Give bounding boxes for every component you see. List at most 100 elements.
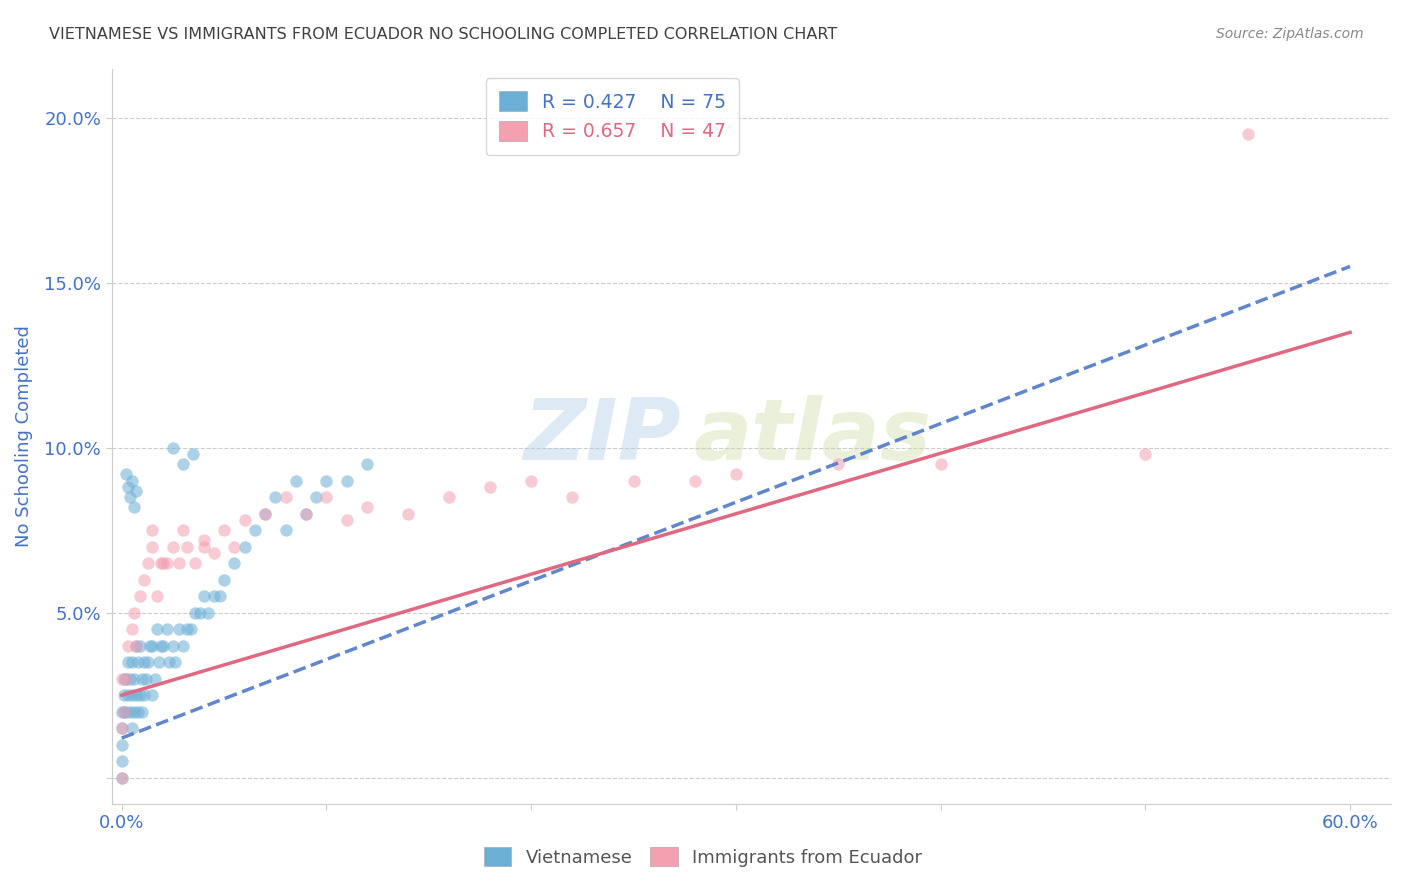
Point bbox=[284, 474, 307, 488]
Point bbox=[356, 500, 378, 515]
Point bbox=[122, 606, 145, 620]
Point bbox=[145, 589, 167, 603]
Point bbox=[202, 546, 225, 560]
Point bbox=[162, 540, 184, 554]
Point bbox=[208, 589, 231, 603]
Point bbox=[111, 721, 134, 735]
Point bbox=[183, 447, 205, 461]
Point bbox=[233, 513, 256, 527]
Point bbox=[122, 705, 145, 719]
Point bbox=[212, 523, 235, 537]
Point bbox=[156, 556, 179, 570]
Point bbox=[479, 480, 502, 494]
Point bbox=[122, 672, 145, 686]
Point bbox=[141, 540, 163, 554]
Point bbox=[131, 705, 153, 719]
Point bbox=[157, 655, 180, 669]
Point bbox=[121, 622, 143, 636]
Point bbox=[125, 639, 148, 653]
Point bbox=[1135, 447, 1157, 461]
Legend: R = 0.427    N = 75, R = 0.657    N = 47: R = 0.427 N = 75, R = 0.657 N = 47 bbox=[485, 78, 740, 154]
Y-axis label: No Schooling Completed: No Schooling Completed bbox=[15, 326, 32, 547]
Point bbox=[274, 490, 297, 504]
Point bbox=[121, 655, 143, 669]
Point bbox=[184, 556, 207, 570]
Point bbox=[176, 622, 198, 636]
Point bbox=[134, 688, 156, 702]
Point bbox=[125, 688, 148, 702]
Text: atlas: atlas bbox=[693, 395, 932, 478]
Text: VIETNAMESE VS IMMIGRANTS FROM ECUADOR NO SCHOOLING COMPLETED CORRELATION CHART: VIETNAMESE VS IMMIGRANTS FROM ECUADOR NO… bbox=[49, 27, 838, 42]
Point bbox=[162, 639, 184, 653]
Point bbox=[188, 606, 211, 620]
Point bbox=[561, 490, 583, 504]
Point bbox=[145, 622, 167, 636]
Point bbox=[264, 490, 287, 504]
Point bbox=[112, 705, 135, 719]
Point bbox=[193, 589, 215, 603]
Point bbox=[184, 606, 207, 620]
Point bbox=[163, 655, 186, 669]
Point bbox=[117, 639, 139, 653]
Point bbox=[115, 672, 138, 686]
Point bbox=[520, 474, 543, 488]
Point bbox=[111, 771, 134, 785]
Point bbox=[274, 523, 297, 537]
Point bbox=[121, 721, 143, 735]
Point bbox=[172, 523, 194, 537]
Point bbox=[127, 705, 149, 719]
Point bbox=[125, 483, 148, 498]
Point bbox=[121, 688, 143, 702]
Point bbox=[356, 457, 378, 471]
Point bbox=[172, 639, 194, 653]
Point bbox=[111, 738, 134, 752]
Point bbox=[122, 500, 145, 515]
Point bbox=[111, 705, 134, 719]
Point bbox=[115, 467, 138, 482]
Point bbox=[254, 507, 277, 521]
Point bbox=[295, 507, 318, 521]
Point bbox=[683, 474, 706, 488]
Point bbox=[111, 771, 134, 785]
Point bbox=[134, 655, 156, 669]
Point bbox=[180, 622, 202, 636]
Point bbox=[315, 474, 337, 488]
Point bbox=[112, 672, 135, 686]
Point bbox=[148, 655, 170, 669]
Point bbox=[138, 655, 160, 669]
Point bbox=[134, 573, 156, 587]
Point bbox=[112, 688, 135, 702]
Point bbox=[224, 556, 246, 570]
Point bbox=[193, 533, 215, 548]
Point bbox=[117, 655, 139, 669]
Point bbox=[149, 556, 172, 570]
Point bbox=[167, 556, 190, 570]
Point bbox=[115, 672, 138, 686]
Point bbox=[129, 688, 152, 702]
Point bbox=[152, 556, 174, 570]
Point bbox=[202, 589, 225, 603]
Point bbox=[111, 672, 134, 686]
Point bbox=[243, 523, 266, 537]
Point bbox=[129, 639, 152, 653]
Point bbox=[336, 474, 359, 488]
Point bbox=[121, 474, 143, 488]
Point bbox=[254, 507, 277, 521]
Point bbox=[129, 589, 152, 603]
Point bbox=[162, 441, 184, 455]
Point bbox=[118, 705, 141, 719]
Point bbox=[724, 467, 747, 482]
Point bbox=[396, 507, 419, 521]
Text: Source: ZipAtlas.com: Source: ZipAtlas.com bbox=[1216, 27, 1364, 41]
Point bbox=[141, 523, 163, 537]
Point bbox=[127, 655, 149, 669]
Point bbox=[139, 639, 162, 653]
Point bbox=[176, 540, 198, 554]
Point bbox=[315, 490, 337, 504]
Point bbox=[233, 540, 256, 554]
Point bbox=[197, 606, 219, 620]
Legend: Vietnamese, Immigrants from Ecuador: Vietnamese, Immigrants from Ecuador bbox=[477, 840, 929, 874]
Point bbox=[827, 457, 849, 471]
Point bbox=[305, 490, 328, 504]
Point bbox=[141, 688, 163, 702]
